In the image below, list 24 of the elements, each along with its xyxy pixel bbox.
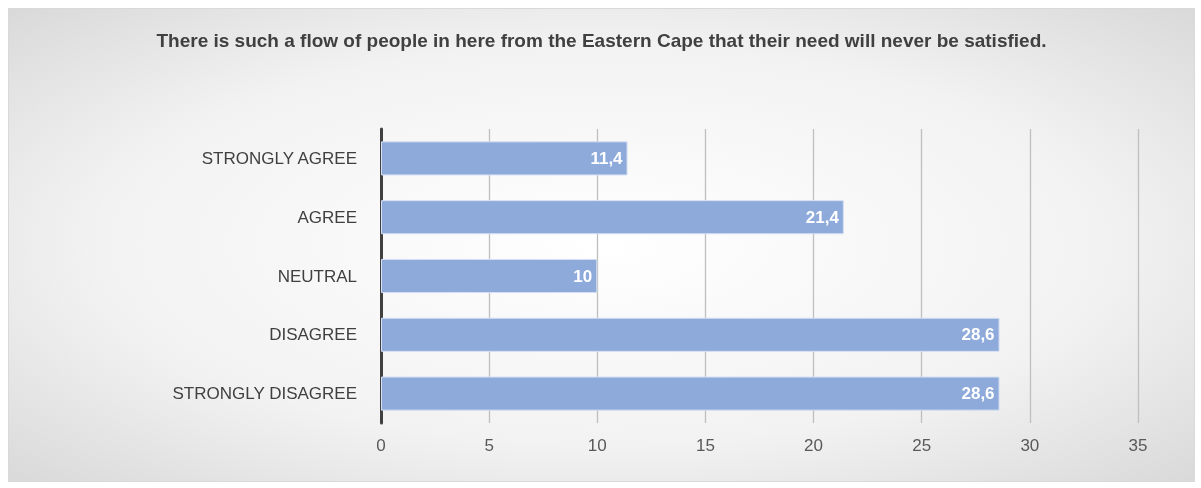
data-label: 21,4	[805, 207, 840, 227]
x-tick-label: 20	[804, 436, 824, 455]
y-tick-label: NEUTRAL	[277, 266, 357, 286]
bar	[381, 376, 1000, 411]
x-tick-label: 5	[484, 436, 494, 455]
x-tick-label: 0	[376, 436, 386, 455]
y-tick-label: DISAGREE	[269, 325, 357, 345]
y-tick-label: AGREE	[297, 207, 357, 227]
bar	[381, 200, 844, 235]
data-label: 11,4	[590, 148, 624, 168]
data-label: 10	[573, 266, 593, 286]
y-tick-label: STRONGLY DISAGREE	[172, 384, 357, 404]
data-label: 28,6	[961, 325, 995, 345]
x-tick-label: 10	[587, 436, 607, 455]
bar	[381, 258, 598, 294]
x-tick-label: 25	[912, 436, 932, 455]
x-tick-label: 15	[695, 436, 715, 455]
bar	[381, 141, 628, 176]
data-label: 28,6	[961, 384, 995, 404]
x-tick-label: 35	[1128, 436, 1148, 455]
bar	[381, 317, 1000, 352]
x-tick-label: 30	[1020, 436, 1040, 455]
y-tick-label: STRONGLY AGREE	[201, 148, 357, 168]
chart-title: There is such a flow of people in here from the Eastern Cape that their need will never be satisfied.	[156, 29, 1047, 51]
